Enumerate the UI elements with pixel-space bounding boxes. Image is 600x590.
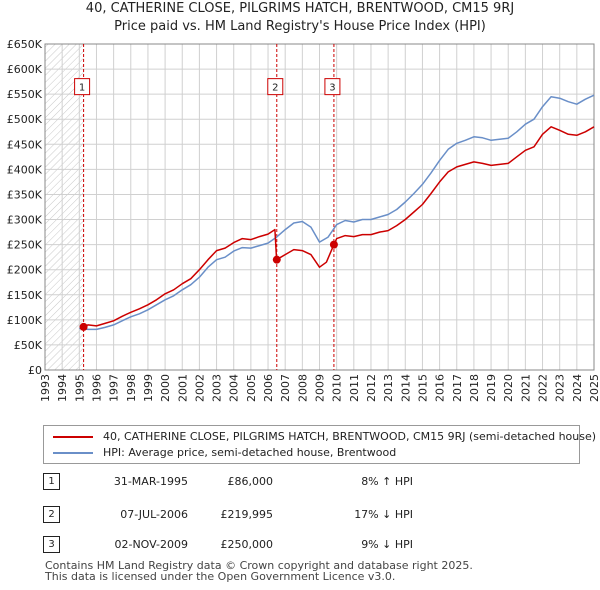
x-tick-label: 1998 <box>125 374 138 402</box>
legend-swatch-property <box>53 436 93 438</box>
y-tick-label: £250K <box>7 239 43 252</box>
x-tick-label: 2021 <box>519 374 532 402</box>
x-tick-label: 1994 <box>56 374 69 402</box>
x-tick-label: 2019 <box>485 374 498 402</box>
legend-item-property: 40, CATHERINE CLOSE, PILGRIMS HATCH, BRE… <box>53 429 596 445</box>
x-tick-label: 2014 <box>399 374 412 402</box>
y-tick-label: £650K <box>7 38 43 51</box>
x-tick-label: 2004 <box>228 374 241 402</box>
x-tick-label: 1999 <box>142 374 155 402</box>
x-tick-label: 2024 <box>571 374 584 402</box>
x-tick-label: 1995 <box>73 374 86 402</box>
sale-number-box <box>267 78 284 96</box>
transaction-date: 07-JUL-2006 <box>120 508 188 521</box>
y-tick-label: £400K <box>7 163 43 176</box>
x-tick-label: 2015 <box>416 374 429 402</box>
sale-number-box <box>74 78 91 96</box>
legend-label-property: 40, CATHERINE CLOSE, PILGRIMS HATCH, BRE… <box>103 430 597 443</box>
table-row: 2 07-JUL-2006 £219,995 17% ↓ HPI <box>43 506 543 524</box>
transaction-date: 02-NOV-2009 <box>114 538 188 551</box>
x-tick-label: 2025 <box>588 374 600 402</box>
sale-number-label: 2 <box>272 83 278 94</box>
y-tick-label: £450K <box>7 138 43 151</box>
footer-attribution: Contains HM Land Registry data © Crown c… <box>45 560 473 582</box>
x-tick-label: 2022 <box>537 374 550 402</box>
x-tick-label: 2005 <box>245 374 258 402</box>
transaction-hpi-change: 9% ↓ HPI <box>361 538 413 551</box>
y-tick-label: £300K <box>7 214 43 227</box>
chart-subtitle: Price paid vs. HM Land Registry's House … <box>114 19 486 34</box>
y-tick-label: £50K <box>14 339 43 352</box>
transaction-hpi-change: 8% ↑ HPI <box>361 475 413 488</box>
transaction-price: £250,000 <box>220 538 274 551</box>
y-tick-label: £0 <box>28 364 42 377</box>
legend-item-hpi: HPI: Average price, semi-detached house,… <box>53 445 396 461</box>
x-tick-label: 2006 <box>262 374 275 402</box>
y-tick-label: £600K <box>7 63 43 76</box>
transaction-number: 2 <box>43 506 60 523</box>
y-tick-label: £350K <box>7 188 43 201</box>
sale-point <box>329 240 338 249</box>
x-tick-label: 2011 <box>348 374 361 402</box>
plot-border <box>44 43 595 371</box>
x-tick-label: 2020 <box>502 374 515 402</box>
x-tick-label: 2017 <box>451 374 464 402</box>
x-tick-label: 2009 <box>314 374 327 402</box>
transaction-number: 3 <box>43 536 60 553</box>
x-tick-label: 2016 <box>434 374 447 402</box>
y-tick-label: £550K <box>7 88 43 101</box>
sale-number-box <box>324 78 341 96</box>
chart-title: 40, CATHERINE CLOSE, PILGRIMS HATCH, BRE… <box>85 1 515 16</box>
x-tick-label: 2008 <box>296 374 309 402</box>
x-tick-label: 2003 <box>211 374 224 402</box>
legend-swatch-hpi <box>53 452 93 454</box>
x-tick-label: 2013 <box>382 374 395 402</box>
y-tick-label: £100K <box>7 314 43 327</box>
hpi-line <box>79 94 595 331</box>
x-tick-label: 2007 <box>279 374 292 402</box>
transaction-number: 1 <box>43 473 60 490</box>
x-tick-label: 2001 <box>176 374 189 402</box>
sale-number-label: 3 <box>329 83 335 94</box>
x-tick-label: 1996 <box>90 374 103 402</box>
table-row: 1 31-MAR-1995 £86,000 8% ↑ HPI <box>43 473 543 491</box>
sale-point <box>272 255 281 264</box>
x-tick-label: 2018 <box>468 374 481 402</box>
y-tick-label: £500K <box>7 113 43 126</box>
x-tick-label: 2012 <box>365 374 378 402</box>
y-tick-label: £200K <box>7 264 43 277</box>
no-data-hatched-region <box>45 44 84 370</box>
x-tick-label: 1993 <box>39 374 52 402</box>
transaction-price: £219,995 <box>220 508 274 521</box>
x-tick-label: 1997 <box>108 374 121 402</box>
y-tick-label: £150K <box>7 289 43 302</box>
transaction-date: 31-MAR-1995 <box>113 475 188 488</box>
chart-legend: 40, CATHERINE CLOSE, PILGRIMS HATCH, BRE… <box>43 425 596 464</box>
transaction-hpi-change: 17% ↓ HPI <box>354 508 413 521</box>
legend-label-hpi: HPI: Average price, semi-detached house,… <box>103 446 397 459</box>
x-tick-label: 2002 <box>193 374 206 402</box>
sale-point <box>79 322 88 331</box>
footer-licence: This data is licensed under the Open Gov… <box>45 570 396 583</box>
sale-number-label: 1 <box>79 83 85 94</box>
x-tick-label: 2010 <box>331 374 344 402</box>
x-tick-label: 2000 <box>159 374 172 402</box>
price-chart: £0 £50K £100K £150K £200K £250K £300K £350K £400… <box>7 38 600 402</box>
transaction-price: £86,000 <box>227 475 274 488</box>
table-row: 3 02-NOV-2009 £250,000 9% ↓ HPI <box>43 536 543 554</box>
x-tick-label: 2023 <box>554 374 567 402</box>
footer-copyright: Contains HM Land Registry data © Crown c… <box>45 559 473 572</box>
